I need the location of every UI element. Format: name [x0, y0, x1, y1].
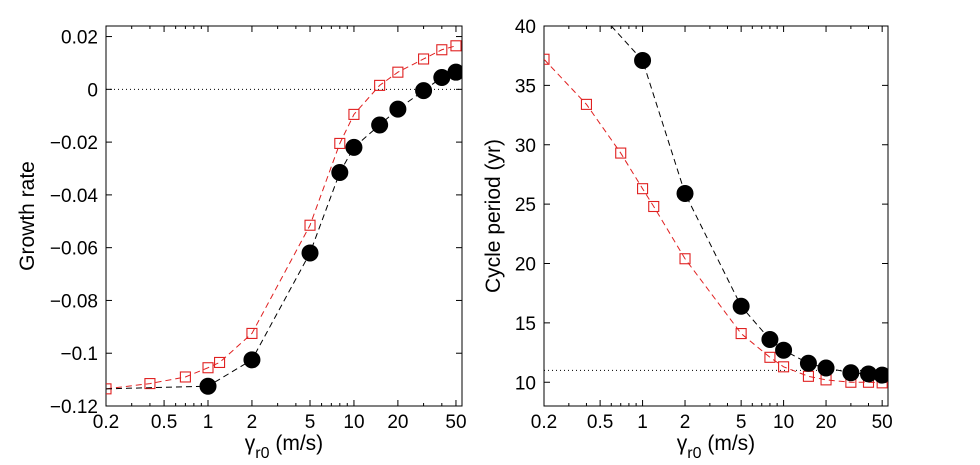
data-point-circle [331, 163, 349, 181]
chart-panel-left: 0.2 0.5 1 2 5 10 20 50 −0.12 −0.1 −0.08 −0.06 −0.04 −… [16, 25, 467, 462]
y-tick-label: 40 [515, 17, 536, 38]
data-point-circle [371, 116, 389, 134]
data-point-square [637, 183, 649, 195]
x-tick-label: 2 [680, 412, 691, 433]
data-point-circle [842, 364, 860, 382]
x-axis-title-subscript: r0 [255, 445, 269, 462]
x-tick-label: 20 [387, 412, 408, 433]
data-point-square [648, 200, 660, 213]
x-tick-label: 0.5 [587, 412, 613, 433]
y-tick-label: −0.08 [50, 291, 98, 312]
series-line [544, 58, 883, 384]
x-axis-title-symbol: γ [245, 432, 256, 455]
x-axis-title-unit: (m/s) [702, 432, 756, 455]
data-point-square [334, 137, 346, 149]
y-tick-label: 10 [515, 373, 536, 394]
y-tick-label: 0.02 [61, 28, 98, 49]
data-point-circle [873, 366, 888, 384]
x-axis-title: γr0 (m/s) [677, 432, 755, 462]
series-red [106, 40, 462, 395]
data-point-circle [415, 82, 433, 100]
data-point-circle [676, 184, 694, 202]
y-tick-label: 35 [515, 76, 536, 97]
data-point-circle [799, 354, 817, 372]
data-point-square [735, 328, 747, 340]
data-point-square [214, 356, 226, 369]
x-tick-label: 5 [305, 412, 316, 433]
x-tick-label: 1 [203, 412, 214, 433]
data-point-square [374, 79, 386, 91]
data-point-circle [433, 68, 451, 86]
data-point-square [450, 40, 462, 52]
x-tick-label: 0.2 [531, 412, 557, 433]
data-point-square [418, 53, 430, 65]
y-tick-label: −0.12 [50, 397, 98, 418]
x-axis-title-symbol: γ [677, 432, 688, 455]
data-point-circle [243, 351, 261, 369]
x-axis-title-subscript: r0 [687, 445, 701, 462]
data-point-square [392, 66, 404, 78]
series-red [544, 53, 888, 389]
data-point-square [615, 147, 627, 159]
series-line [106, 71, 457, 390]
y-axis-title: Growth rate [16, 161, 39, 271]
data-point-circle [775, 341, 793, 359]
x-tick-label: 50 [445, 412, 466, 433]
y-tick-label: 15 [515, 314, 536, 335]
y-tick-label: 0 [87, 80, 98, 101]
data-point-square [580, 98, 593, 110]
data-point-square [764, 351, 776, 363]
data-point-circle [634, 51, 652, 69]
series-black [106, 63, 462, 395]
data-point-square [348, 108, 360, 120]
data-point-circle [761, 331, 779, 348]
data-point-circle [732, 297, 750, 315]
data-point-square [544, 53, 550, 65]
plot-frame [105, 25, 463, 407]
data-point-circle [345, 138, 363, 156]
x-tick-label: 20 [815, 412, 836, 433]
y-tick-label: 25 [515, 195, 536, 216]
y-tick-label: 20 [515, 255, 536, 276]
x-tick-label: 0.5 [151, 412, 177, 433]
x-tick-label: 0.2 [93, 412, 119, 433]
y-tick-label: 30 [515, 136, 536, 157]
series-black [610, 26, 888, 384]
series-line [106, 45, 457, 390]
x-axis-title: γr0 (m/s) [245, 432, 323, 462]
data-point-circle [301, 244, 319, 262]
data-point-circle [389, 100, 407, 118]
data-point-circle [817, 359, 835, 377]
data-point-square [802, 370, 814, 382]
data-point-square [778, 361, 790, 373]
plot-frame [543, 25, 889, 407]
data-point-square [679, 253, 691, 265]
y-tick-label: −0.1 [60, 344, 98, 365]
y-tick-label: −0.04 [50, 186, 99, 207]
data-point-circle [447, 63, 462, 81]
x-tick-label: 10 [343, 412, 364, 433]
y-tick-label: −0.02 [50, 133, 98, 154]
x-tick-label: 50 [872, 412, 893, 433]
data-point-circle [199, 377, 217, 395]
data-point-square [179, 371, 191, 383]
x-tick-label: 10 [773, 412, 794, 433]
data-point-square [202, 362, 214, 374]
x-tick-label: 1 [637, 412, 648, 433]
y-axis-title: Cycle period (yr) [482, 139, 505, 293]
data-point-square [246, 327, 258, 339]
series-line [610, 26, 883, 376]
data-point-square [304, 219, 316, 231]
x-tick-label: 2 [247, 412, 258, 433]
x-tick-label: 5 [736, 412, 747, 433]
data-point-square [144, 378, 156, 390]
data-point-square [436, 44, 448, 56]
y-tick-label: −0.06 [50, 239, 98, 260]
x-axis-title-unit: (m/s) [270, 432, 324, 455]
